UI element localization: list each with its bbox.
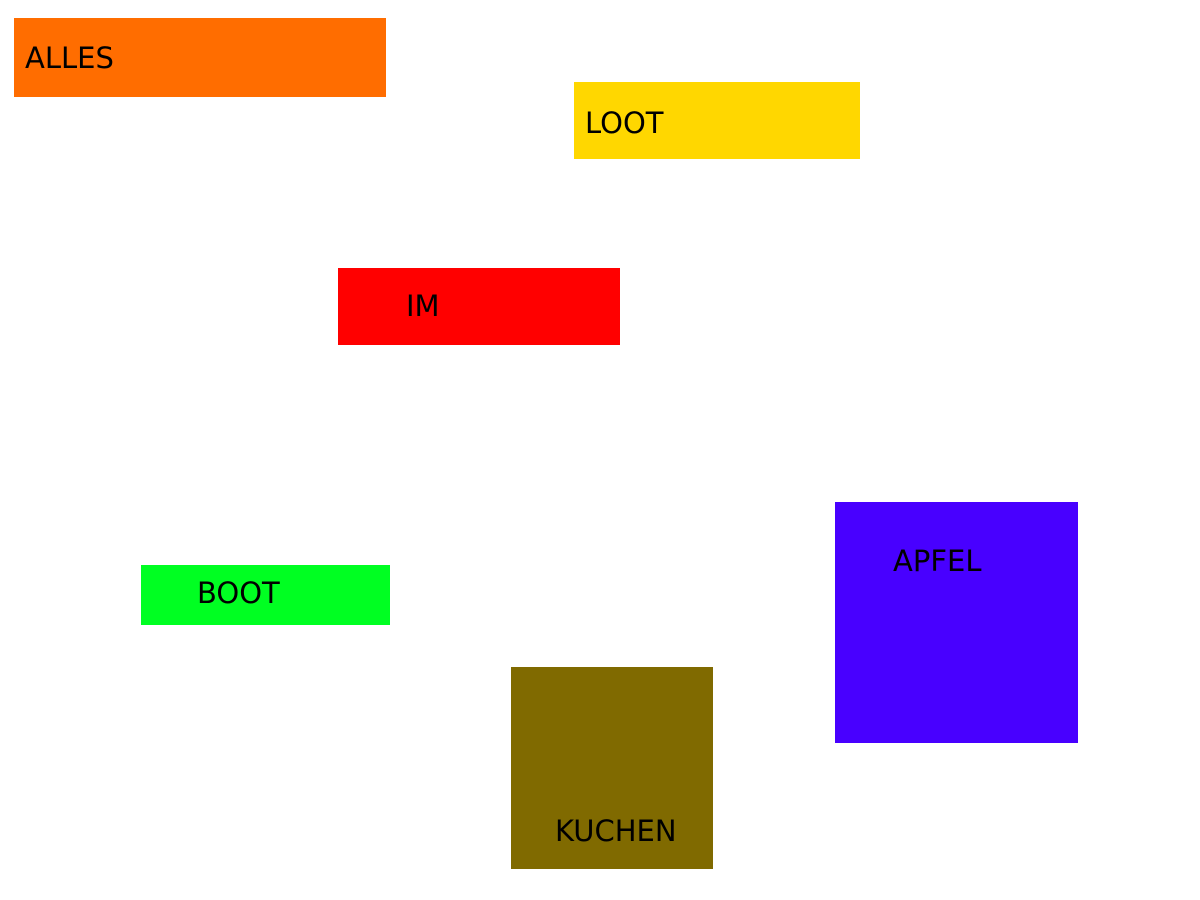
label-alles: ALLES (25, 41, 114, 75)
label-boot: BOOT (197, 576, 280, 610)
block-boot: BOOT (141, 565, 390, 625)
block-kuchen: KUCHEN (511, 667, 713, 869)
label-kuchen: KUCHEN (555, 814, 677, 848)
label-loot: LOOT (585, 106, 664, 140)
block-loot: LOOT (574, 82, 860, 159)
block-apfel: APFEL (835, 502, 1078, 743)
block-im: IM (338, 268, 620, 345)
block-alles: ALLES (14, 18, 386, 97)
label-apfel: APFEL (893, 544, 982, 578)
label-im: IM (406, 289, 440, 323)
